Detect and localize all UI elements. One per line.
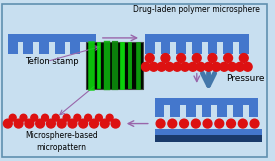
Circle shape [204, 62, 213, 71]
Circle shape [235, 62, 244, 71]
Bar [39, 42, 49, 54]
Bar [70, 42, 80, 54]
Circle shape [95, 114, 102, 121]
Circle shape [168, 119, 177, 128]
Bar [86, 42, 143, 89]
Circle shape [228, 62, 236, 71]
Text: Microsphere-based
micropattern: Microsphere-based micropattern [25, 131, 98, 152]
Circle shape [243, 62, 252, 71]
Circle shape [157, 62, 166, 71]
Bar [186, 105, 196, 117]
Bar [145, 42, 155, 54]
Circle shape [36, 119, 45, 128]
Circle shape [145, 54, 154, 62]
Circle shape [220, 62, 229, 71]
Circle shape [203, 119, 212, 128]
Bar [217, 105, 227, 117]
Circle shape [9, 114, 16, 121]
Bar [208, 42, 217, 54]
Circle shape [52, 114, 59, 121]
Circle shape [141, 62, 150, 71]
Bar [176, 42, 186, 54]
Circle shape [63, 114, 70, 121]
Circle shape [149, 62, 158, 71]
Circle shape [208, 54, 217, 62]
Bar [249, 105, 258, 117]
Circle shape [215, 119, 224, 128]
Circle shape [85, 114, 92, 121]
Circle shape [173, 62, 182, 71]
Bar [86, 42, 96, 54]
Circle shape [161, 54, 170, 62]
Text: Teflon stamp: Teflon stamp [25, 57, 79, 66]
Bar [170, 105, 180, 117]
Circle shape [165, 62, 174, 71]
Circle shape [57, 119, 66, 128]
Circle shape [239, 54, 248, 62]
Circle shape [14, 119, 23, 128]
Circle shape [180, 119, 188, 128]
Circle shape [20, 114, 27, 121]
Circle shape [68, 119, 77, 128]
Circle shape [191, 119, 200, 128]
Circle shape [224, 54, 233, 62]
Text: Drug-laden polymer microsphere: Drug-laden polymer microsphere [133, 5, 260, 14]
Circle shape [196, 62, 205, 71]
Bar [155, 135, 262, 142]
Bar [145, 34, 249, 42]
Bar [202, 105, 211, 117]
Circle shape [227, 119, 235, 128]
Circle shape [25, 119, 34, 128]
Circle shape [181, 62, 189, 71]
Circle shape [74, 114, 81, 121]
Circle shape [111, 119, 120, 128]
Circle shape [192, 54, 201, 62]
Bar [233, 105, 243, 117]
Circle shape [79, 119, 88, 128]
Circle shape [238, 119, 247, 128]
Bar [223, 42, 233, 54]
Circle shape [212, 62, 221, 71]
Text: Pressure: Pressure [226, 74, 265, 83]
Circle shape [106, 114, 113, 121]
Circle shape [177, 54, 186, 62]
Bar [155, 98, 258, 105]
Circle shape [100, 119, 109, 128]
Bar [161, 42, 170, 54]
Circle shape [31, 114, 38, 121]
Bar [23, 42, 33, 54]
Bar [192, 42, 202, 54]
Bar [239, 42, 249, 54]
Circle shape [3, 119, 12, 128]
Bar [155, 105, 164, 117]
Circle shape [250, 119, 259, 128]
Circle shape [188, 62, 197, 71]
Bar [155, 129, 262, 135]
Circle shape [156, 119, 165, 128]
Bar [55, 42, 65, 54]
Circle shape [46, 119, 55, 128]
Bar [8, 34, 96, 42]
Bar [8, 42, 18, 54]
Circle shape [90, 119, 98, 128]
Circle shape [42, 114, 48, 121]
